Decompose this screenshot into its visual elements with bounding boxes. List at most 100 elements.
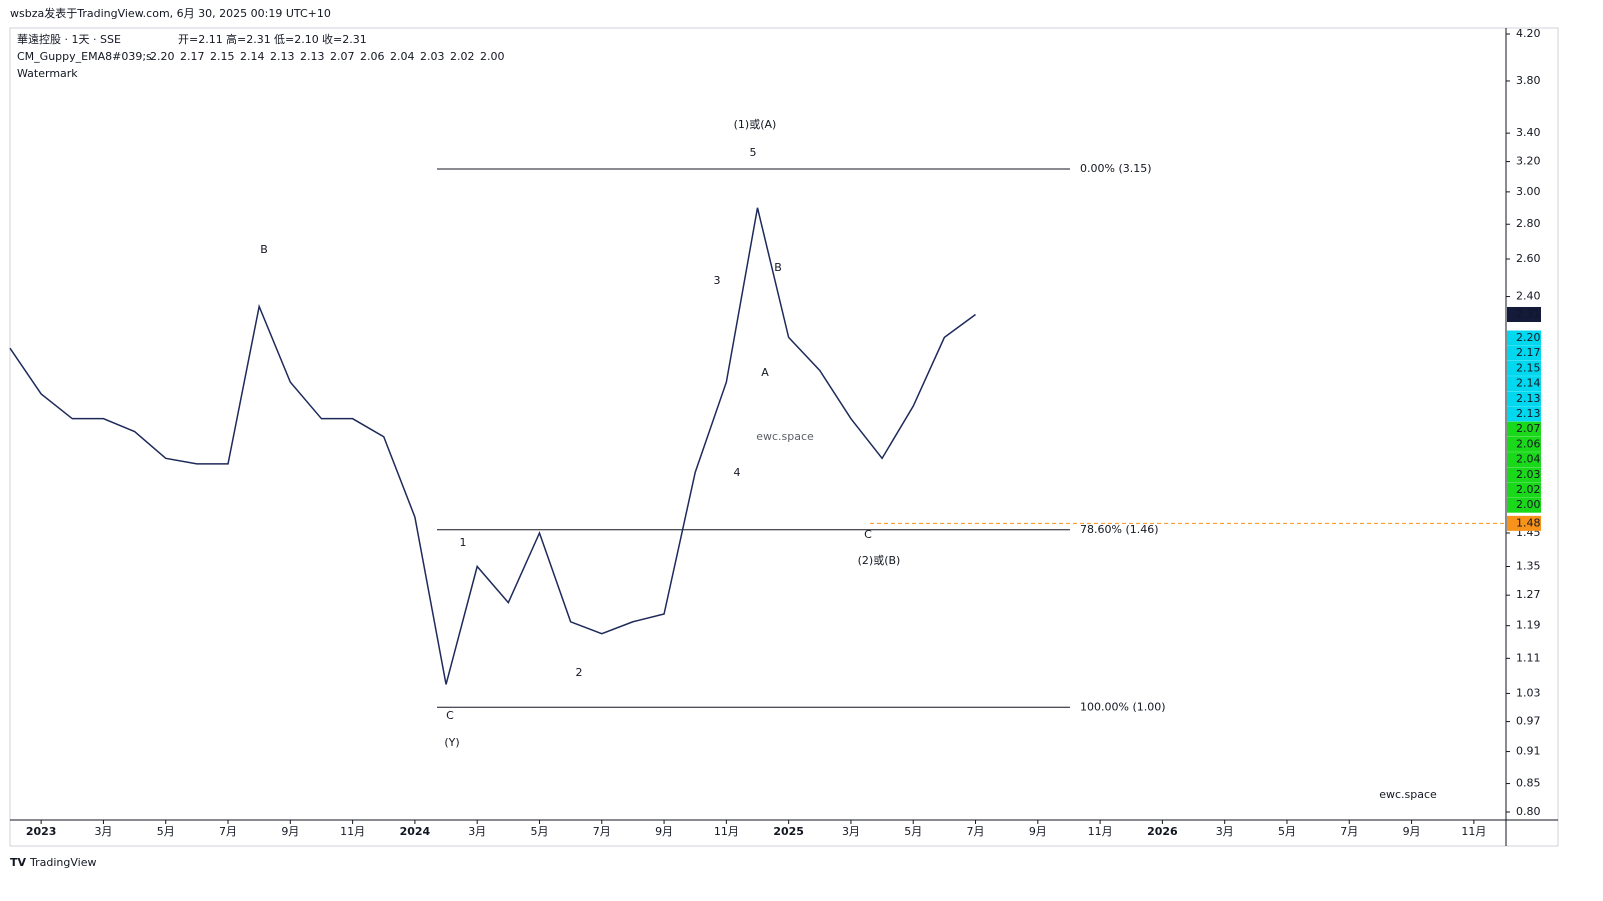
- x-tick-label: 5月: [530, 825, 548, 838]
- x-tick-label: 9月: [655, 825, 673, 838]
- symbol: 華遠控股 · 1天 · SSE: [17, 32, 121, 46]
- indicator-value: 2.15: [210, 50, 235, 63]
- wave-label: 5: [750, 146, 757, 159]
- wave-label: A: [761, 366, 769, 379]
- indicator-badge: 2.07: [1516, 422, 1541, 435]
- ohlc-value: 收=2.31: [322, 32, 367, 46]
- indicator-badge-bg: [1507, 376, 1541, 392]
- x-tick-label: 5月: [904, 825, 922, 838]
- wave-label: (2)或(B): [858, 554, 901, 567]
- x-tick-label: 2024: [400, 825, 431, 838]
- wave-label: C: [864, 528, 872, 541]
- x-tick-label: 3月: [1216, 825, 1234, 838]
- indicator-badge: 2.02: [1516, 483, 1541, 496]
- indicator-badge-bg: [1507, 360, 1541, 376]
- brand: TradingView: [29, 856, 96, 869]
- indicator-badge: 2.00: [1516, 498, 1541, 511]
- y-tick-label: 3.40: [1516, 126, 1541, 139]
- chart-title: wsbza发表于TradingView.com, 6月 30, 2025 00:…: [10, 6, 331, 20]
- indicator-badge-bg: [1507, 391, 1541, 407]
- y-tick-label: 2.60: [1516, 252, 1541, 265]
- indicator-value: 2.02: [450, 50, 475, 63]
- x-tick-label: 3月: [468, 825, 486, 838]
- watermark-corner: ewc.space: [1379, 788, 1437, 801]
- x-tick-label: 7月: [967, 825, 985, 838]
- y-tick-label: 1.27: [1516, 588, 1541, 601]
- x-tick-label: 5月: [157, 825, 175, 838]
- indicator-badge-bg: [1507, 452, 1541, 468]
- indicator-badge: 2.13: [1516, 407, 1541, 420]
- indicator-name: Watermark: [17, 67, 78, 80]
- indicator-badge: 2.14: [1516, 377, 1541, 390]
- last-price-badge: 2.31: [1516, 307, 1541, 320]
- y-tick-label: 0.80: [1516, 805, 1541, 818]
- indicator-badge: 2.15: [1516, 361, 1541, 374]
- indicator-badge-bg: [1507, 406, 1541, 422]
- x-tick-label: 3月: [94, 825, 112, 838]
- fib-label: 78.60% (1.46): [1080, 523, 1159, 536]
- y-tick-label: 2.80: [1516, 217, 1541, 230]
- indicator-value: 2.14: [240, 50, 265, 63]
- x-tick-label: 7月: [219, 825, 237, 838]
- indicator-value: 2.06: [360, 50, 385, 63]
- wave-label: C: [446, 709, 454, 722]
- indicator-value: 2.00: [480, 50, 505, 63]
- y-tick-label: 1.19: [1516, 619, 1541, 632]
- indicator-badge: 2.20: [1516, 331, 1541, 344]
- indicator-badge-bg: [1507, 467, 1541, 483]
- indicator-badge-bg: [1507, 436, 1541, 452]
- alert-badge-bg: [1507, 515, 1541, 531]
- indicator-badge: 2.17: [1516, 346, 1541, 359]
- indicator-value: 2.04: [390, 50, 415, 63]
- indicator-value: 2.03: [420, 50, 445, 63]
- x-tick-label: 9月: [1029, 825, 1047, 838]
- brand-logo: TV: [10, 856, 27, 869]
- y-tick-label: 1.35: [1516, 560, 1541, 573]
- indicator-badge-bg: [1507, 330, 1541, 346]
- wave-label: B: [260, 243, 268, 256]
- x-tick-label: 7月: [593, 825, 611, 838]
- wave-label: (Y): [444, 736, 459, 749]
- indicator-value: 2.17: [180, 50, 205, 63]
- x-tick-label: 11月: [340, 825, 365, 838]
- wave-label: 3: [714, 274, 721, 287]
- y-tick-label: 3.20: [1516, 155, 1541, 168]
- wave-label: 2: [576, 666, 583, 679]
- y-tick-label: 0.91: [1516, 745, 1541, 758]
- x-tick-label: 3月: [842, 825, 860, 838]
- indicator-badge: 2.13: [1516, 392, 1541, 405]
- indicator-name: CM_Guppy_EMA8#039;s: [17, 50, 152, 63]
- x-tick-label: 2025: [773, 825, 804, 838]
- fib-label: 100.00% (1.00): [1080, 700, 1166, 713]
- ohlc-value: 高=2.31: [226, 32, 271, 46]
- x-tick-label: 7月: [1340, 825, 1358, 838]
- x-tick-label: 9月: [1403, 825, 1421, 838]
- indicator-badge-bg: [1507, 421, 1541, 437]
- y-tick-label: 3.00: [1516, 185, 1541, 198]
- fib-label: 0.00% (3.15): [1080, 162, 1152, 175]
- indicator-badge: 2.04: [1516, 453, 1541, 466]
- y-tick-label: 3.80: [1516, 74, 1541, 87]
- indicator-badge-bg: [1507, 497, 1541, 513]
- ohlc-value: 低=2.10: [274, 33, 319, 46]
- wave-label: 4: [734, 466, 741, 479]
- wave-label: 1: [460, 536, 467, 549]
- indicator-value: 2.20: [150, 50, 175, 63]
- indicator-badge-bg: [1507, 482, 1541, 498]
- frame: [9, 27, 1559, 847]
- x-tick-label: 11月: [1088, 825, 1113, 838]
- x-tick-label: 2026: [1147, 825, 1178, 838]
- y-tick-label: 1.11: [1516, 651, 1541, 664]
- y-tick-label: 1.03: [1516, 686, 1541, 699]
- y-tick-label: 0.97: [1516, 715, 1541, 728]
- wave-label: (1)或(A): [734, 118, 777, 131]
- watermark: ewc.space: [756, 430, 814, 443]
- indicator-value: 2.13: [300, 50, 325, 63]
- y-tick-label: 4.20: [1516, 27, 1541, 40]
- indicator-badge: 2.06: [1516, 437, 1541, 450]
- indicator-badge: 2.03: [1516, 468, 1541, 481]
- wave-label: B: [774, 261, 782, 274]
- price-line: [9, 207, 976, 685]
- ohlc-value: 开=2.11: [178, 33, 223, 46]
